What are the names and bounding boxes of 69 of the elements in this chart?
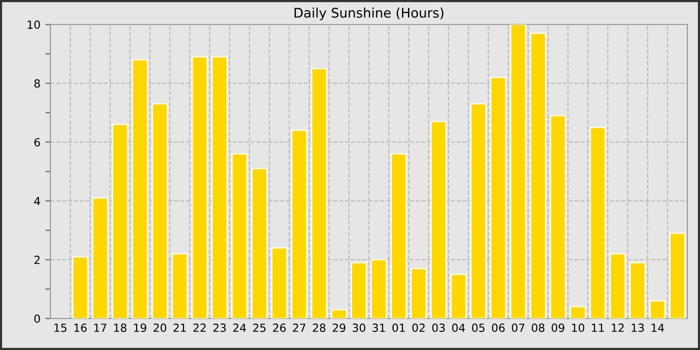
bar xyxy=(530,32,546,318)
x-tick-label: 12 xyxy=(612,324,624,332)
bar xyxy=(450,274,466,318)
x-tick-label: 21 xyxy=(174,324,186,332)
bar xyxy=(570,306,586,318)
bar xyxy=(390,153,407,318)
x-tick-label: 03 xyxy=(432,324,445,332)
x-tick-label: 25 xyxy=(253,324,266,332)
x-tick-label: 27 xyxy=(292,324,306,332)
x-tick-label: 11 xyxy=(592,324,604,332)
bar xyxy=(291,130,308,318)
x-tick-label: 05 xyxy=(472,324,484,332)
bar xyxy=(192,56,208,318)
bar xyxy=(410,268,427,318)
x-tick-label: 09 xyxy=(552,324,564,332)
x-tick-label: 20 xyxy=(154,324,166,332)
bar xyxy=(72,256,88,318)
x-tick-label: 07 xyxy=(512,324,524,332)
bar xyxy=(550,115,566,318)
y-tick-label: 8 xyxy=(34,79,40,88)
bar xyxy=(590,126,606,318)
bar xyxy=(331,309,348,318)
bar xyxy=(112,124,128,318)
bar xyxy=(669,232,686,318)
x-tick-label: 08 xyxy=(532,324,544,332)
bar xyxy=(350,262,367,318)
chart-title: Daily Sunshine (Hours) xyxy=(294,8,444,20)
x-tick-label: 04 xyxy=(452,324,465,332)
x-tick-label: 01 xyxy=(392,324,405,332)
bar xyxy=(212,56,228,318)
x-tick-label: 31 xyxy=(372,324,385,332)
bar xyxy=(92,197,108,318)
y-tick-label: 2 xyxy=(34,256,40,264)
bar xyxy=(271,247,288,318)
bar xyxy=(152,103,168,318)
x-tick-label: 26 xyxy=(273,324,286,332)
x-tick-label: 29 xyxy=(332,324,346,332)
y-tick-label: 0 xyxy=(34,314,40,323)
x-tick-label: 14 xyxy=(652,324,664,332)
x-tick-label: 28 xyxy=(312,324,326,332)
x-tick-label: 23 xyxy=(213,324,226,332)
bar xyxy=(610,253,626,318)
x-tick-label: 30 xyxy=(352,324,366,332)
bar xyxy=(172,253,188,318)
x-tick-label: 15 xyxy=(54,324,66,332)
x-tick-label: 24 xyxy=(233,324,246,332)
x-tick-label: 06 xyxy=(492,324,505,332)
bar xyxy=(430,120,447,318)
y-tick-label: 6 xyxy=(34,138,40,146)
y-tick-label: 4 xyxy=(34,197,40,206)
y-tick-label: 10 xyxy=(28,20,40,29)
bar xyxy=(650,300,666,318)
x-tick-label: 16 xyxy=(74,324,87,332)
bar xyxy=(370,259,387,318)
x-tick-label: 10 xyxy=(572,324,584,332)
x-tick-label: 02 xyxy=(412,324,425,332)
bar xyxy=(490,76,506,318)
bar xyxy=(231,153,248,318)
bar xyxy=(470,103,486,318)
bar xyxy=(630,262,646,318)
x-tick-label: 22 xyxy=(193,324,206,332)
bar xyxy=(510,24,526,318)
x-tick-label: 18 xyxy=(114,324,126,332)
bar xyxy=(311,68,328,318)
x-tick-label: 19 xyxy=(134,324,146,332)
bar xyxy=(132,59,148,318)
x-tick-label: 13 xyxy=(632,324,644,332)
x-tick-label: 17 xyxy=(94,324,106,332)
bar xyxy=(251,168,268,318)
